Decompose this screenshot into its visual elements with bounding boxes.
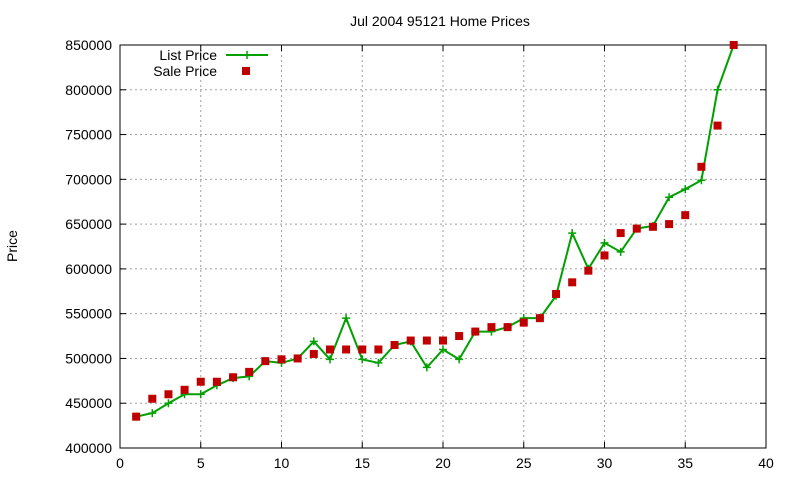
y-tick-label: 700000 [65,171,112,187]
data-point [229,373,238,382]
data-point [422,363,431,372]
data-point [455,355,464,364]
y-tick-label: 500000 [65,350,112,366]
data-point [374,358,383,367]
plot-frame [119,44,767,449]
x-tick-label: 35 [677,455,693,471]
data-point [406,336,415,345]
data-point [503,323,512,332]
grid [120,45,766,448]
chart-title: Jul 2004 95121 Home Prices [350,13,530,29]
y-tick-label: 400000 [65,440,112,456]
data-point [358,355,367,364]
y-tick-label: 750000 [65,127,112,143]
data-point [342,314,351,323]
data-point [616,229,625,238]
series-0 [132,41,738,421]
data-point [164,390,173,399]
data-point [390,341,399,350]
data-point [148,394,157,403]
data-point [600,251,609,260]
series-1 [132,41,738,421]
data-point [600,238,609,247]
data-point [697,162,706,171]
x-tick-label: 5 [197,455,205,471]
data-point [164,399,173,408]
y-axis-label: Price [4,230,20,262]
x-tick-label: 25 [516,455,532,471]
data-point [632,224,641,233]
y-tick-label: 450000 [65,395,112,411]
data-point [358,345,367,354]
data-point [212,377,221,386]
data-point [196,390,205,399]
data-point [196,377,205,386]
y-tick-label: 550000 [65,306,112,322]
data-point [665,220,674,229]
legend-label: Sale Price [153,63,217,79]
y-tick-label: 800000 [65,82,112,98]
data-point [293,354,302,363]
x-tick-label: 10 [274,455,290,471]
data-point [616,247,625,256]
data-point [697,176,706,185]
y-tick-label: 850000 [65,37,112,53]
data-point [681,211,690,220]
data-point [471,327,480,336]
x-tick-label: 0 [116,455,124,471]
data-point [309,337,318,346]
x-tick-label: 40 [758,455,774,471]
data-point [148,409,157,418]
data-point [729,41,738,49]
data-point [180,385,189,394]
data-point [568,229,577,238]
data-point [342,345,351,354]
data-point [422,336,431,345]
data-point [374,345,383,354]
data-point [132,412,141,421]
legend-marker [243,51,251,59]
data-point [584,266,593,275]
data-point [245,367,254,376]
data-point [439,345,447,354]
data-point [309,349,318,358]
data-point [439,336,447,345]
data-point [648,222,657,231]
data-point [455,332,464,341]
data-point [261,357,270,366]
data-point [487,323,496,332]
data-point [535,314,544,323]
data-point [519,318,528,327]
data-point [665,193,674,202]
y-tick-label: 600000 [65,261,112,277]
x-tick-label: 15 [354,455,370,471]
series [132,41,738,421]
data-point [713,85,722,94]
legend-label: List Price [159,47,217,63]
y-tick-label: 650000 [65,216,112,232]
axes: 0 5 10 15 20 25 30 35 40 400000 450000 500000 550000… [65,37,774,471]
x-tick-label: 20 [435,455,451,471]
data-point [552,289,561,298]
legend-marker [242,67,250,75]
data-point [325,355,334,364]
data-point [568,278,577,287]
data-point [277,355,286,364]
x-tick-label: 30 [597,455,613,471]
data-point [681,185,690,194]
data-point [713,121,722,130]
data-point [325,345,334,354]
series-line [135,44,735,418]
